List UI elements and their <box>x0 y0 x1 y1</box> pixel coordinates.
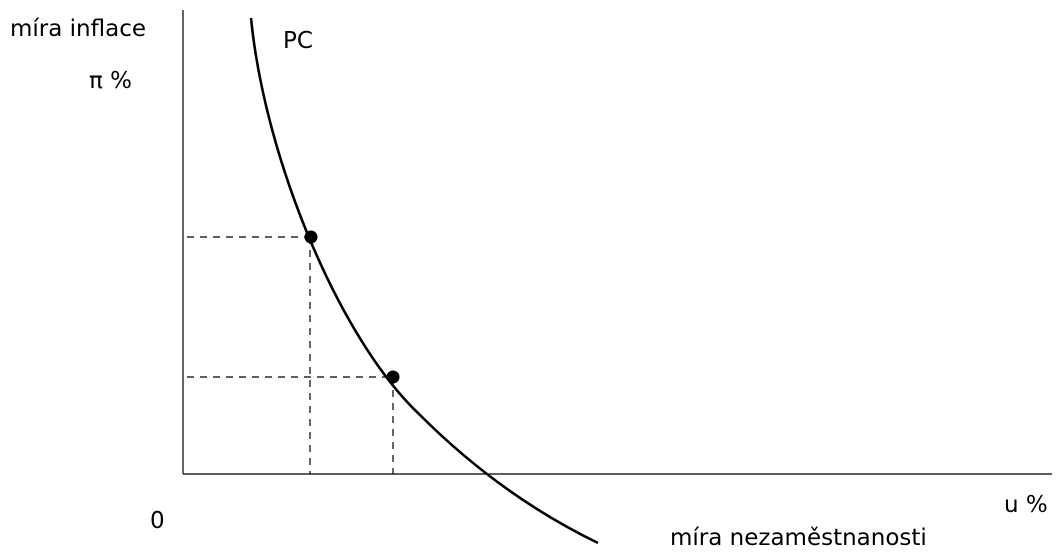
curve-point-upper <box>304 230 318 244</box>
phillips-curve <box>249 17 599 545</box>
y-axis-title: míra inflace <box>10 16 147 42</box>
x-axis-unit: u % <box>1004 492 1048 518</box>
x-axis-title: míra nezaměstnanosti <box>670 525 927 551</box>
origin-label: 0 <box>150 508 165 534</box>
curve-point-lower <box>386 370 400 384</box>
y-axis-unit: π % <box>89 68 133 94</box>
curve-label: PC <box>283 28 313 54</box>
